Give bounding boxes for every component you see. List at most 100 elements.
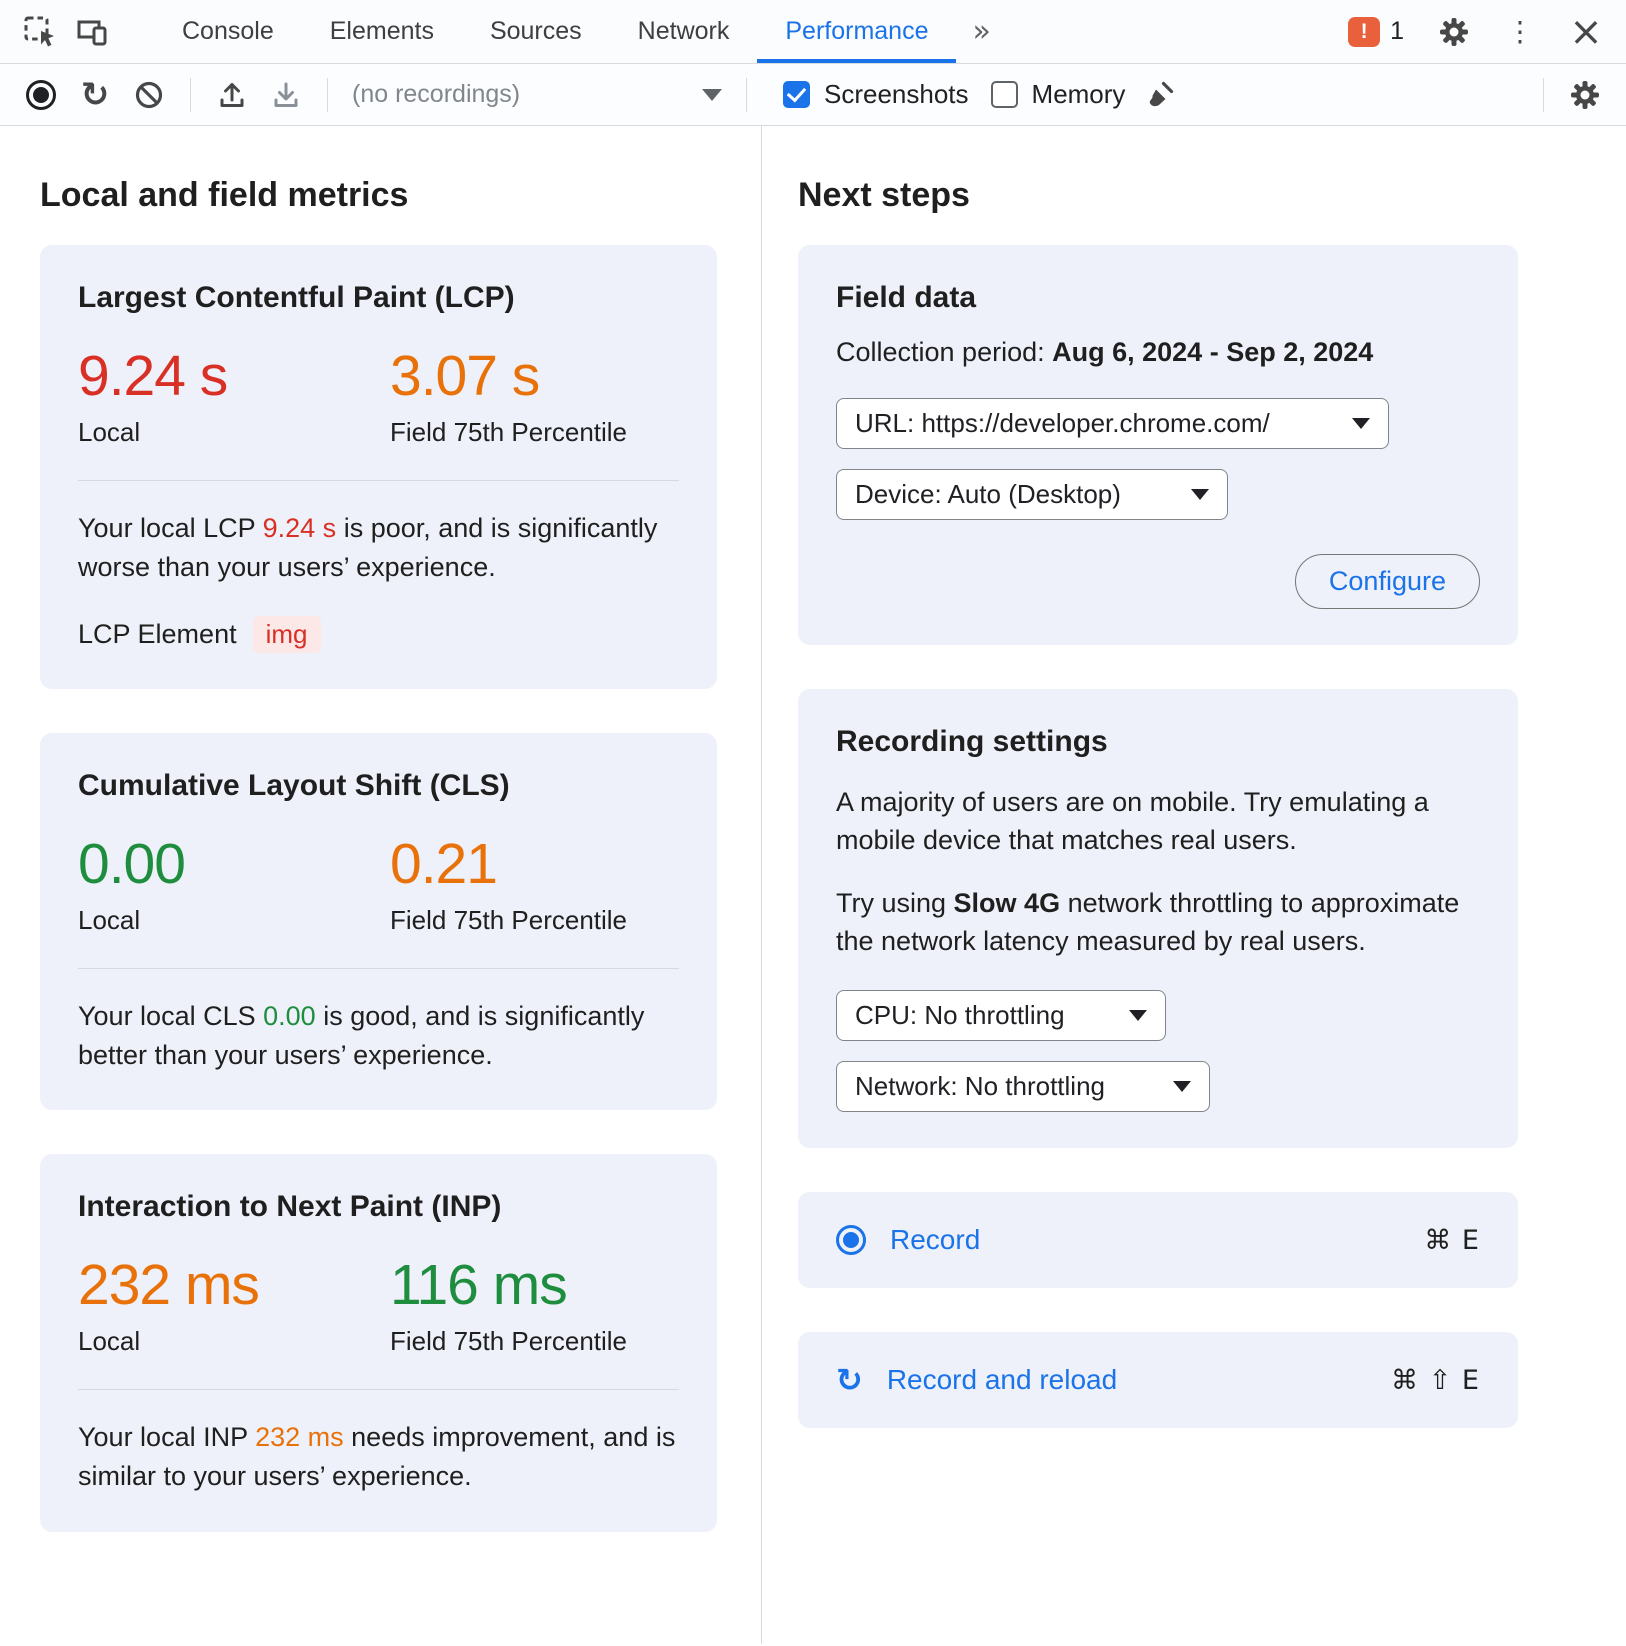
settings-gear-icon[interactable] bbox=[1428, 6, 1480, 58]
network-throttling-dropdown[interactable]: Network: No throttling bbox=[836, 1061, 1210, 1113]
record-label[interactable]: Record bbox=[890, 1224, 981, 1256]
issue-badge-icon: ! bbox=[1348, 16, 1381, 47]
record-and-reload-icon[interactable]: ↻ bbox=[836, 1361, 863, 1400]
record-and-reload-label[interactable]: Record and reload bbox=[886, 1364, 1118, 1396]
recordings-dropdown[interactable]: (no recordings) bbox=[342, 80, 732, 109]
desc-text: is good, and is significantly better tha… bbox=[78, 1001, 645, 1070]
inp-field-value: 116 ms bbox=[390, 1253, 568, 1318]
record-reload-action-card[interactable]: ↻ Record and reload ⌘ ⇧ E bbox=[798, 1332, 1518, 1429]
chevron-down-icon bbox=[1352, 418, 1370, 429]
device-dropdown-value: Device: Auto (Desktop) bbox=[855, 479, 1121, 509]
recording-settings-title: Recording settings bbox=[836, 725, 1108, 758]
lcp-local-metric: 9.24 s Local bbox=[78, 343, 390, 448]
lcp-element-link[interactable]: img bbox=[252, 616, 321, 654]
screenshots-checkbox[interactable]: Screenshots bbox=[783, 79, 969, 110]
collect-garbage-icon[interactable] bbox=[1133, 70, 1187, 120]
local-field-metrics-heading: Local and field metrics bbox=[40, 176, 409, 214]
memory-label[interactable]: Memory bbox=[1031, 79, 1126, 109]
cls-local-value: 0.00 bbox=[78, 832, 186, 897]
record-icon[interactable] bbox=[14, 70, 68, 120]
card-divider bbox=[78, 1389, 679, 1391]
cls-card-title: Cumulative Layout Shift (CLS) bbox=[78, 769, 510, 803]
panel-tabs: Console Elements Sources Network Perform… bbox=[154, 0, 1007, 63]
desc-text: Your local INP bbox=[78, 1422, 256, 1453]
devtools-tabbar: Console Elements Sources Network Perform… bbox=[0, 0, 1626, 64]
desc-metric-value: 9.24 s bbox=[262, 513, 337, 543]
inp-local-value: 232 ms bbox=[78, 1253, 260, 1318]
record-icon[interactable] bbox=[836, 1225, 866, 1256]
cls-field-value: 0.21 bbox=[390, 832, 498, 897]
lcp-card-title: Largest Contentful Paint (LCP) bbox=[78, 281, 515, 314]
more-tabs-icon[interactable]: » bbox=[972, 14, 991, 49]
desc-text: needs improvement, and is similar to you… bbox=[78, 1422, 676, 1492]
desc-text: Your local LCP bbox=[78, 513, 263, 543]
memory-checkbox[interactable]: Memory bbox=[990, 79, 1126, 110]
desc-text: Your local CLS bbox=[78, 1001, 264, 1032]
lcp-field-metric: 3.07 s Field 75th Percentile bbox=[390, 343, 627, 448]
close-devtools-icon[interactable]: × bbox=[1569, 8, 1603, 55]
mobile-emulation-tip: A majority of users are on mobile. Try e… bbox=[836, 787, 1429, 856]
recording-settings-card: Recording settings A majority of users a… bbox=[798, 689, 1518, 1149]
collection-period-label: Collection period: bbox=[836, 337, 1053, 367]
cls-local-metric: 0.00 Local bbox=[78, 831, 390, 936]
performance-toolbar: ↻ (no recordings) Screenshots Memory bbox=[0, 64, 1626, 126]
desc-metric-value: 232 ms bbox=[255, 1422, 344, 1453]
record-action-card[interactable]: Record ⌘ E bbox=[798, 1192, 1518, 1289]
chevron-down-icon bbox=[1191, 489, 1209, 500]
configure-button[interactable]: Configure bbox=[1294, 554, 1480, 609]
save-profile-icon[interactable] bbox=[259, 70, 313, 120]
cpu-throttling-value: CPU: No throttling bbox=[855, 1000, 1065, 1031]
tab-sources[interactable]: Sources bbox=[489, 17, 582, 45]
cls-field-metric: 0.21 Field 75th Percentile bbox=[390, 831, 627, 936]
cls-card: Cumulative Layout Shift (CLS) 0.00 Local… bbox=[40, 733, 717, 1111]
tabbar-right-controls: ! 1 ⋮ × bbox=[1338, 6, 1612, 58]
checkbox-icon[interactable] bbox=[783, 81, 810, 108]
lcp-field-value: 3.07 s bbox=[390, 344, 540, 408]
tab-elements[interactable]: Elements bbox=[329, 17, 434, 45]
inp-local-label: Local bbox=[78, 1326, 141, 1357]
collection-period: Collection period: Aug 6, 2024 - Sep 2, … bbox=[836, 337, 1373, 368]
field-data-card: Field data Collection period: Aug 6, 202… bbox=[798, 245, 1518, 645]
inp-card-title: Interaction to Next Paint (INP) bbox=[78, 1190, 502, 1224]
issues-counter[interactable]: ! 1 bbox=[1338, 16, 1414, 47]
device-toolbar-icon[interactable] bbox=[66, 6, 118, 58]
url-dropdown-value: URL: https://developer.chrome.com/ bbox=[855, 408, 1270, 438]
chevron-down-icon bbox=[1173, 1081, 1191, 1093]
field-data-title: Field data bbox=[836, 281, 977, 314]
card-divider bbox=[78, 968, 679, 970]
tab-performance[interactable]: Performance bbox=[757, 0, 957, 63]
lcp-element-label: LCP Element bbox=[78, 619, 237, 650]
tip-bold-text: Slow 4G bbox=[953, 887, 1061, 918]
inp-description: Your local INP 232 ms needs improvement,… bbox=[78, 1418, 679, 1495]
tab-network[interactable]: Network bbox=[637, 17, 730, 45]
record-shortcut: ⌘ E bbox=[1424, 1224, 1480, 1256]
load-profile-icon[interactable] bbox=[205, 70, 259, 120]
device-dropdown[interactable]: Device: Auto (Desktop) bbox=[836, 469, 1228, 520]
inp-card: Interaction to Next Paint (INP) 232 ms L… bbox=[40, 1154, 717, 1532]
network-throttling-value: Network: No throttling bbox=[855, 1071, 1105, 1102]
toolbar-separator bbox=[1543, 77, 1544, 112]
toolbar-separator bbox=[190, 77, 191, 112]
recordings-dropdown-value: (no recordings) bbox=[352, 80, 521, 108]
record-and-reload-shortcut: ⌘ ⇧ E bbox=[1391, 1364, 1480, 1396]
local-field-metrics-column: Local and field metrics Largest Contentf… bbox=[0, 126, 762, 1644]
lcp-element-row: LCP Element img bbox=[78, 616, 679, 654]
overflow-menu-icon[interactable]: ⋮ bbox=[1506, 15, 1534, 48]
cpu-throttling-dropdown[interactable]: CPU: No throttling bbox=[836, 990, 1166, 1042]
clear-recordings-icon[interactable] bbox=[122, 70, 176, 120]
lcp-local-value: 9.24 s bbox=[78, 344, 228, 408]
screenshots-label[interactable]: Screenshots bbox=[824, 79, 969, 109]
record-and-reload-icon[interactable]: ↻ bbox=[80, 74, 110, 115]
url-dropdown[interactable]: URL: https://developer.chrome.com/ bbox=[836, 398, 1389, 449]
lcp-field-label: Field 75th Percentile bbox=[390, 417, 628, 447]
cls-field-label: Field 75th Percentile bbox=[390, 905, 628, 936]
lcp-card: Largest Contentful Paint (LCP) 9.24 s Lo… bbox=[40, 245, 717, 690]
issue-count: 1 bbox=[1390, 17, 1404, 45]
tip-text: network throttling to approximate the ne… bbox=[836, 887, 1460, 956]
card-divider bbox=[78, 480, 679, 481]
checkbox-icon[interactable] bbox=[990, 81, 1018, 108]
inspect-element-icon[interactable] bbox=[14, 6, 66, 58]
capture-settings-gear-icon[interactable] bbox=[1558, 70, 1612, 120]
inp-field-label: Field 75th Percentile bbox=[390, 1326, 628, 1357]
tab-console[interactable]: Console bbox=[182, 17, 274, 45]
